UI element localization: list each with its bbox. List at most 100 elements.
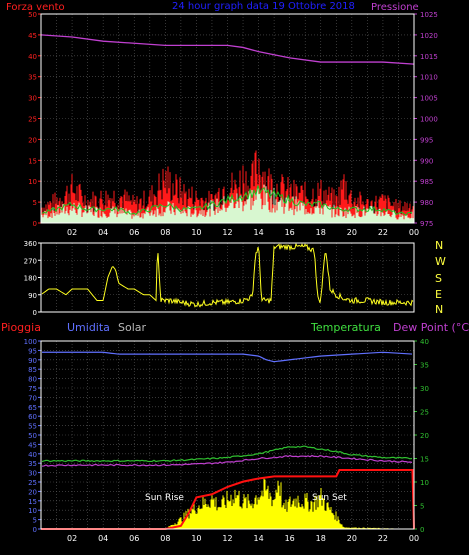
compass-s: S: [435, 272, 442, 285]
y-tick-label: 270: [24, 257, 37, 265]
compass-e: E: [435, 288, 442, 301]
y-tick-label: 15: [28, 157, 37, 165]
solar-label: Solar: [118, 321, 147, 334]
direction-line: [41, 242, 414, 308]
y-tick-label: 0: [33, 220, 37, 228]
x-tick-label: 08: [160, 228, 170, 237]
y2-tick-label: 35: [420, 362, 429, 370]
x-tick-label: 22: [378, 228, 388, 237]
humidity-label: Umidita: [67, 321, 110, 334]
y-tick-label: 50: [28, 11, 37, 19]
x-tick-label: 14: [253, 228, 263, 237]
y-tick-label: 5: [33, 517, 37, 525]
y-tick-label: 85: [28, 366, 37, 374]
y-tick-label: 35: [28, 74, 37, 82]
y2-tick-label: 15: [420, 456, 429, 464]
y-tick-label: 95: [28, 347, 37, 355]
direction-series: [41, 242, 414, 308]
x-tick-label: 04: [98, 534, 108, 543]
y-tick-label: 75: [28, 385, 37, 393]
panel1-frame: [40, 13, 415, 224]
x-tick-label: 08: [160, 534, 170, 543]
y-tick-label: 360: [24, 240, 37, 248]
compass-w: W: [435, 255, 446, 268]
panel1-left-ticks: 0 5 10 15 20 25 30 35 40 45 50: [28, 11, 41, 228]
dewpoint-label: Dew Point (°C): [393, 321, 469, 334]
y2-tick-label: 10: [420, 479, 429, 487]
rain-label: Pioggia: [1, 321, 41, 334]
x-tick-label: 02: [67, 534, 77, 543]
y2-tick-label: 980: [420, 199, 433, 207]
x-tick-label: 14: [253, 534, 263, 543]
y-tick-label: 100: [24, 338, 37, 346]
y2-tick-label: 985: [420, 178, 433, 186]
y-tick-label: 65: [28, 404, 37, 412]
y-tick-label: 25: [28, 479, 37, 487]
wind-direction-panel: 0 90 180 270 360 N W S E N: [24, 239, 446, 317]
y2-tick-label: 30: [420, 385, 429, 393]
y-tick-label: 15: [28, 498, 37, 506]
x-tick-label: 20: [347, 534, 357, 543]
y-tick-label: 55: [28, 423, 37, 431]
y2-tick-label: 40: [420, 338, 429, 346]
y-tick-label: 35: [28, 460, 37, 468]
humidity-line: [42, 351, 413, 363]
y2-tick-label: 5: [420, 503, 424, 511]
temperature-label: Temperatura: [310, 321, 381, 334]
panel3-right-ticks: 0 5 10 15 20 25 30 35 40: [414, 338, 429, 534]
y-tick-label: 80: [28, 376, 37, 384]
panel3-x-ticks: 02 04 06 08 10 12 14 16 18 20 22 00: [67, 534, 419, 543]
x-tick-label: 04: [98, 228, 108, 237]
y2-tick-label: 990: [420, 157, 433, 165]
y-tick-label: 5: [33, 199, 37, 207]
y-tick-label: 70: [28, 394, 37, 402]
y-tick-label: 30: [28, 470, 37, 478]
y-tick-label: 25: [28, 116, 37, 124]
y2-tick-label: 1025: [420, 11, 438, 19]
dewpoint-line: [41, 454, 413, 467]
wind-avg-line: [41, 185, 413, 217]
x-tick-label: 10: [191, 228, 201, 237]
x-tick-label: 06: [129, 228, 139, 237]
panel2-frame: [40, 242, 415, 313]
y-tick-label: 180: [24, 275, 37, 283]
y2-tick-label: 1020: [420, 32, 438, 40]
y2-tick-label: 25: [420, 409, 429, 417]
y-tick-label: 30: [28, 95, 37, 103]
y-tick-label: 10: [28, 178, 37, 186]
compass-n-bottom: N: [435, 303, 443, 316]
panel3-frame: [40, 340, 415, 530]
panel3-grid: [41, 340, 414, 530]
x-tick-label: 16: [285, 228, 295, 237]
header-title: 24 hour graph data 19 Ottobre 2018: [172, 1, 355, 12]
y2-tick-label: 995: [420, 136, 433, 144]
y-tick-label: 40: [28, 451, 37, 459]
y2-tick-label: 0: [420, 526, 424, 534]
pressure-line: [40, 34, 415, 65]
y-tick-label: 60: [28, 413, 37, 421]
y-tick-label: 40: [28, 53, 37, 61]
x-tick-label: 20: [347, 228, 357, 237]
y2-tick-label: 1015: [420, 53, 438, 61]
x-tick-label: 06: [129, 534, 139, 543]
temperature-line: [41, 445, 413, 463]
x-tick-label: 16: [285, 534, 295, 543]
y-tick-label: 20: [28, 488, 37, 496]
y-tick-label: 0: [33, 526, 37, 534]
x-tick-label: 02: [67, 228, 77, 237]
y2-tick-label: 1005: [420, 95, 438, 103]
y2-tick-label: 1010: [420, 74, 438, 82]
climate-panel: 0510152025303540455055606570758085909510…: [24, 338, 429, 543]
y-tick-label: 10: [28, 507, 37, 515]
header-pressure-label: Pressione: [371, 2, 419, 13]
x-tick-label: 12: [222, 534, 232, 543]
sunset-label: Sun Set: [312, 493, 347, 503]
y-tick-label: 90: [28, 292, 37, 300]
panel1-right-ticks: 975 980 985 990 995 1000 1005 1010 1015 1020 1025: [414, 11, 438, 228]
x-tick-label: 00: [409, 534, 419, 543]
rain-line: [41, 469, 415, 530]
y-tick-label: 20: [28, 136, 37, 144]
